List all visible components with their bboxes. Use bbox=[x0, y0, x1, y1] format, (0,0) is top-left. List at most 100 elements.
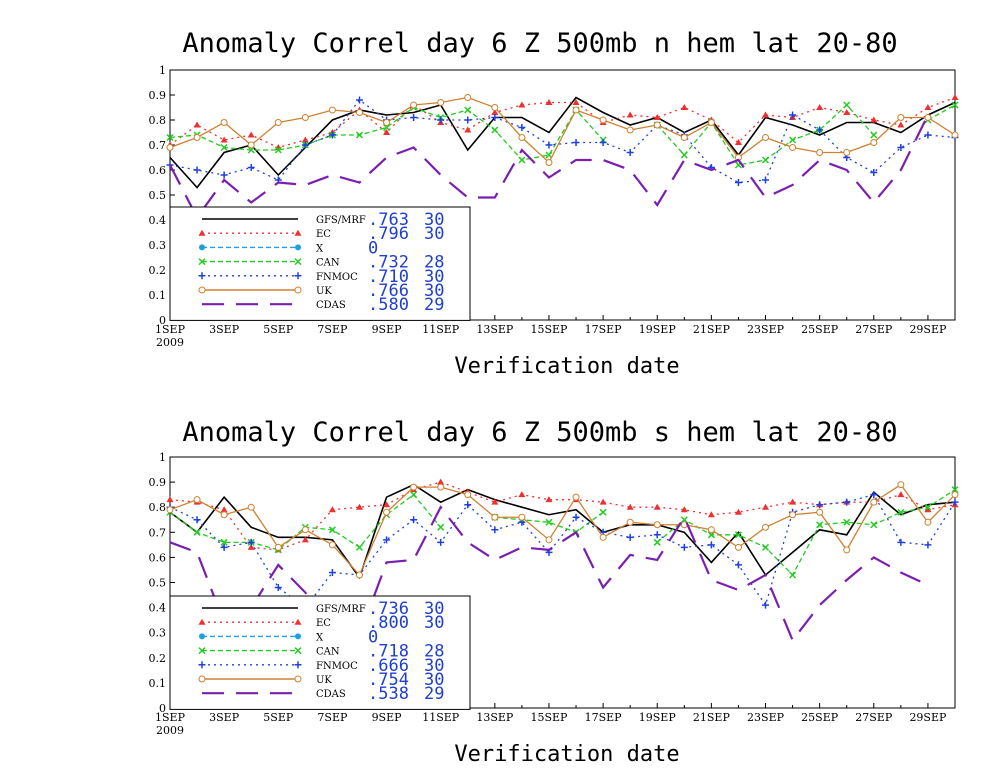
series-gfs-mrf bbox=[169, 96, 956, 189]
data-point bbox=[626, 126, 634, 134]
data-point bbox=[437, 523, 445, 531]
x-tick-label: 7SEP bbox=[317, 323, 348, 336]
y-tick-label: 0 bbox=[159, 314, 166, 327]
legend-count: 30 bbox=[424, 281, 444, 301]
data-point bbox=[951, 498, 959, 506]
x-tick-label: 13SEP bbox=[476, 323, 514, 336]
y-tick-label: 0.1 bbox=[149, 289, 167, 302]
data-point bbox=[166, 506, 174, 514]
data-point bbox=[355, 131, 364, 139]
series-line bbox=[927, 104, 956, 121]
legend-label: X bbox=[316, 632, 324, 643]
data-point bbox=[247, 503, 255, 511]
data-point bbox=[518, 101, 526, 108]
data-point bbox=[491, 526, 499, 534]
x-tick-label: 13SEP bbox=[476, 711, 514, 724]
legend-marker bbox=[198, 618, 206, 625]
data-point bbox=[762, 503, 770, 510]
series-fnmoc bbox=[166, 96, 959, 186]
legend-mean: .666 bbox=[368, 656, 409, 676]
legend-label: UK bbox=[316, 675, 332, 686]
data-point bbox=[653, 121, 661, 129]
data-point bbox=[166, 496, 174, 503]
data-point bbox=[220, 506, 228, 513]
data-point bbox=[220, 511, 228, 519]
data-point bbox=[274, 146, 282, 154]
data-point bbox=[843, 518, 851, 526]
y-tick-label: 0.5 bbox=[149, 577, 167, 590]
data-point bbox=[491, 109, 499, 115]
data-point bbox=[464, 106, 472, 114]
data-point bbox=[707, 541, 715, 549]
legend-count: 30 bbox=[424, 670, 444, 690]
y-tick-label: 0.2 bbox=[149, 652, 167, 665]
legend-mean: .732 bbox=[368, 253, 409, 273]
series-line bbox=[169, 481, 956, 551]
data-point bbox=[220, 543, 228, 551]
series-line bbox=[494, 511, 604, 534]
data-point bbox=[491, 126, 499, 134]
data-point bbox=[870, 131, 878, 139]
legend-mean: .718 bbox=[368, 642, 409, 662]
data-point bbox=[437, 99, 445, 106]
data-point bbox=[328, 106, 336, 114]
data-point bbox=[951, 101, 959, 109]
x-tick-label: 5SEP bbox=[263, 323, 294, 336]
x-tick-label: 7SEP bbox=[317, 711, 348, 724]
y-tick-label: 0.9 bbox=[149, 476, 167, 489]
data-point bbox=[437, 538, 445, 546]
data-point bbox=[924, 506, 932, 513]
x-tick-label: 21SEP bbox=[693, 323, 731, 336]
data-point bbox=[247, 131, 255, 138]
series-line bbox=[169, 483, 956, 577]
legend: GFS/MRF .736 30 EC .800 30 X 0 CAN .718 28 FNMOC .66… bbox=[169, 595, 471, 710]
legend-marker bbox=[294, 675, 302, 683]
legend-label: FNMOC bbox=[316, 661, 358, 672]
series-gfs-mrf bbox=[169, 483, 956, 580]
data-point bbox=[626, 533, 634, 541]
legend-count: 30 bbox=[424, 613, 444, 633]
x-tick-label: 19SEP bbox=[639, 323, 677, 336]
data-point bbox=[166, 133, 174, 142]
legend-mean: .766 bbox=[368, 281, 409, 301]
data-point bbox=[328, 541, 336, 549]
data-point bbox=[572, 99, 580, 105]
legend-mean: .710 bbox=[368, 267, 409, 287]
x-tick-label: 9SEP bbox=[372, 323, 403, 336]
data-point bbox=[545, 141, 553, 149]
data-point bbox=[410, 101, 418, 109]
x-tick-label: 17SEP bbox=[585, 323, 623, 336]
data-point bbox=[734, 139, 742, 145]
data-point bbox=[897, 114, 905, 121]
legend-count: 29 bbox=[424, 684, 444, 704]
data-point bbox=[789, 498, 797, 505]
data-point bbox=[734, 543, 742, 551]
x-tick-label: 1SEP bbox=[155, 323, 186, 336]
legend-marker bbox=[294, 286, 302, 294]
data-point bbox=[193, 528, 201, 536]
legend-marker bbox=[294, 647, 302, 655]
legend-marker bbox=[198, 258, 206, 266]
data-point bbox=[707, 526, 715, 534]
series-uk bbox=[166, 94, 959, 166]
data-point bbox=[924, 503, 932, 511]
data-point bbox=[870, 491, 878, 499]
data-point bbox=[464, 491, 472, 499]
legend-mean: .763 bbox=[368, 210, 409, 230]
data-point bbox=[761, 543, 770, 551]
chart-title: Anomaly Correl day 6 Z 500mb s hem lat 2… bbox=[182, 417, 897, 448]
legend-marker bbox=[199, 633, 205, 640]
x-tick-label: 23SEP bbox=[747, 323, 785, 336]
x-tick-label: 3SEP bbox=[209, 323, 240, 336]
data-point bbox=[464, 501, 472, 509]
data-point bbox=[518, 491, 526, 498]
data-point bbox=[816, 521, 824, 529]
data-point bbox=[816, 508, 824, 516]
data-point bbox=[870, 169, 878, 176]
data-point bbox=[924, 518, 932, 526]
data-point bbox=[383, 123, 391, 132]
data-point bbox=[220, 119, 228, 126]
data-point bbox=[518, 156, 526, 164]
legend-label: CAN bbox=[316, 647, 340, 658]
y-tick-label: 0.6 bbox=[149, 164, 167, 177]
